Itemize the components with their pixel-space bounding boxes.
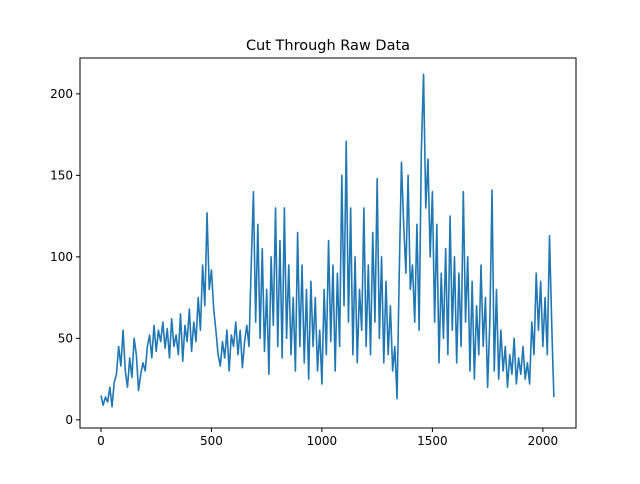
plot-area bbox=[100, 73, 555, 408]
x-tick-label: 500 bbox=[200, 434, 223, 448]
x-tick-label: 2000 bbox=[528, 434, 559, 448]
x-tick-label: 1500 bbox=[417, 434, 448, 448]
y-tick-label: 150 bbox=[50, 168, 73, 182]
y-tick-label: 100 bbox=[50, 250, 73, 264]
chart-title: Cut Through Raw Data bbox=[246, 38, 410, 54]
x-tick-label: 0 bbox=[97, 434, 105, 448]
axis-ticks: 0 500 1000 1500 2000 0 50 100 150 200 bbox=[50, 87, 558, 448]
series-line-0 bbox=[100, 73, 555, 408]
y-tick-label: 200 bbox=[50, 87, 73, 101]
axes-frame bbox=[79, 57, 577, 429]
x-tick-label: 1000 bbox=[307, 434, 338, 448]
y-tick-label: 50 bbox=[58, 331, 73, 345]
y-tick-label: 0 bbox=[65, 413, 73, 427]
